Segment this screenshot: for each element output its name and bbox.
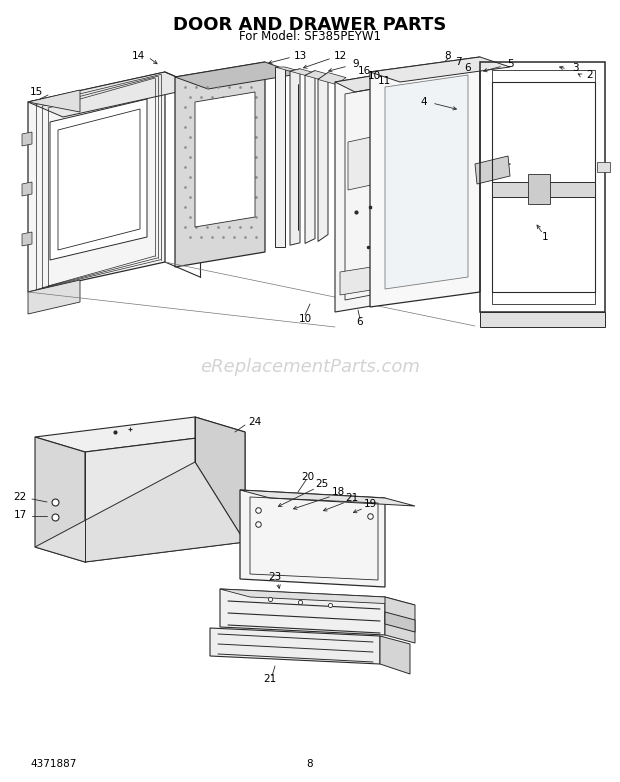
Polygon shape	[275, 67, 285, 247]
Text: 13: 13	[293, 51, 307, 61]
Polygon shape	[22, 232, 32, 246]
Text: 18: 18	[331, 487, 345, 497]
Text: 8: 8	[445, 51, 451, 61]
Polygon shape	[335, 72, 395, 312]
Text: 17: 17	[14, 510, 27, 520]
Polygon shape	[28, 72, 200, 117]
Text: 3: 3	[572, 63, 578, 73]
Polygon shape	[240, 490, 415, 506]
Polygon shape	[240, 490, 385, 587]
Polygon shape	[370, 57, 480, 307]
Polygon shape	[385, 612, 415, 632]
Text: 14: 14	[131, 51, 144, 61]
Polygon shape	[275, 67, 303, 72]
Polygon shape	[220, 589, 415, 605]
Text: 6: 6	[356, 317, 363, 327]
Text: 10: 10	[298, 314, 312, 324]
Polygon shape	[480, 312, 605, 327]
Polygon shape	[22, 182, 32, 196]
Text: 24: 24	[248, 417, 261, 427]
Polygon shape	[385, 597, 415, 643]
Polygon shape	[195, 417, 245, 542]
Text: 20: 20	[301, 472, 314, 482]
Polygon shape	[290, 69, 300, 246]
Text: 19: 19	[363, 499, 376, 509]
Text: 2: 2	[587, 70, 593, 80]
Text: 5: 5	[507, 59, 513, 69]
Polygon shape	[340, 264, 390, 295]
Text: 22: 22	[14, 492, 27, 502]
Polygon shape	[380, 636, 410, 674]
Polygon shape	[597, 162, 610, 172]
Text: 6: 6	[464, 63, 471, 73]
Text: 16: 16	[357, 66, 371, 76]
Text: 4371887: 4371887	[30, 759, 76, 769]
Text: 9: 9	[353, 59, 360, 69]
Polygon shape	[290, 69, 318, 76]
Polygon shape	[318, 73, 346, 84]
Polygon shape	[305, 70, 333, 81]
Text: 4: 4	[421, 97, 427, 107]
Polygon shape	[28, 280, 80, 314]
Polygon shape	[492, 182, 595, 197]
Text: 1: 1	[542, 232, 548, 242]
Polygon shape	[28, 72, 165, 292]
Polygon shape	[318, 73, 328, 242]
Polygon shape	[175, 62, 298, 89]
Polygon shape	[22, 132, 32, 146]
Polygon shape	[35, 417, 245, 452]
Polygon shape	[50, 99, 147, 260]
Text: For Model: SF385PEYW1: For Model: SF385PEYW1	[239, 30, 381, 42]
Text: 21: 21	[345, 493, 358, 503]
Text: 12: 12	[334, 51, 347, 61]
Text: eReplacementParts.com: eReplacementParts.com	[200, 358, 420, 376]
Polygon shape	[35, 462, 245, 562]
Polygon shape	[475, 156, 510, 184]
Text: 21: 21	[264, 674, 277, 684]
Text: 7: 7	[454, 57, 461, 67]
Polygon shape	[220, 589, 385, 635]
Polygon shape	[528, 174, 550, 204]
Text: 15: 15	[30, 87, 43, 97]
Polygon shape	[385, 75, 468, 289]
Polygon shape	[335, 72, 415, 92]
Text: 8: 8	[307, 759, 313, 769]
Polygon shape	[35, 437, 85, 562]
Polygon shape	[195, 92, 255, 227]
Text: 23: 23	[268, 572, 281, 582]
Polygon shape	[370, 57, 510, 82]
Text: 25: 25	[316, 479, 329, 489]
Text: 10: 10	[368, 71, 381, 81]
Polygon shape	[28, 90, 80, 112]
Polygon shape	[348, 134, 385, 190]
Polygon shape	[85, 432, 245, 562]
Text: DOOR AND DRAWER PARTS: DOOR AND DRAWER PARTS	[174, 16, 446, 34]
Polygon shape	[305, 70, 315, 243]
Polygon shape	[175, 62, 265, 267]
Polygon shape	[210, 628, 380, 664]
Text: 11: 11	[378, 76, 391, 86]
